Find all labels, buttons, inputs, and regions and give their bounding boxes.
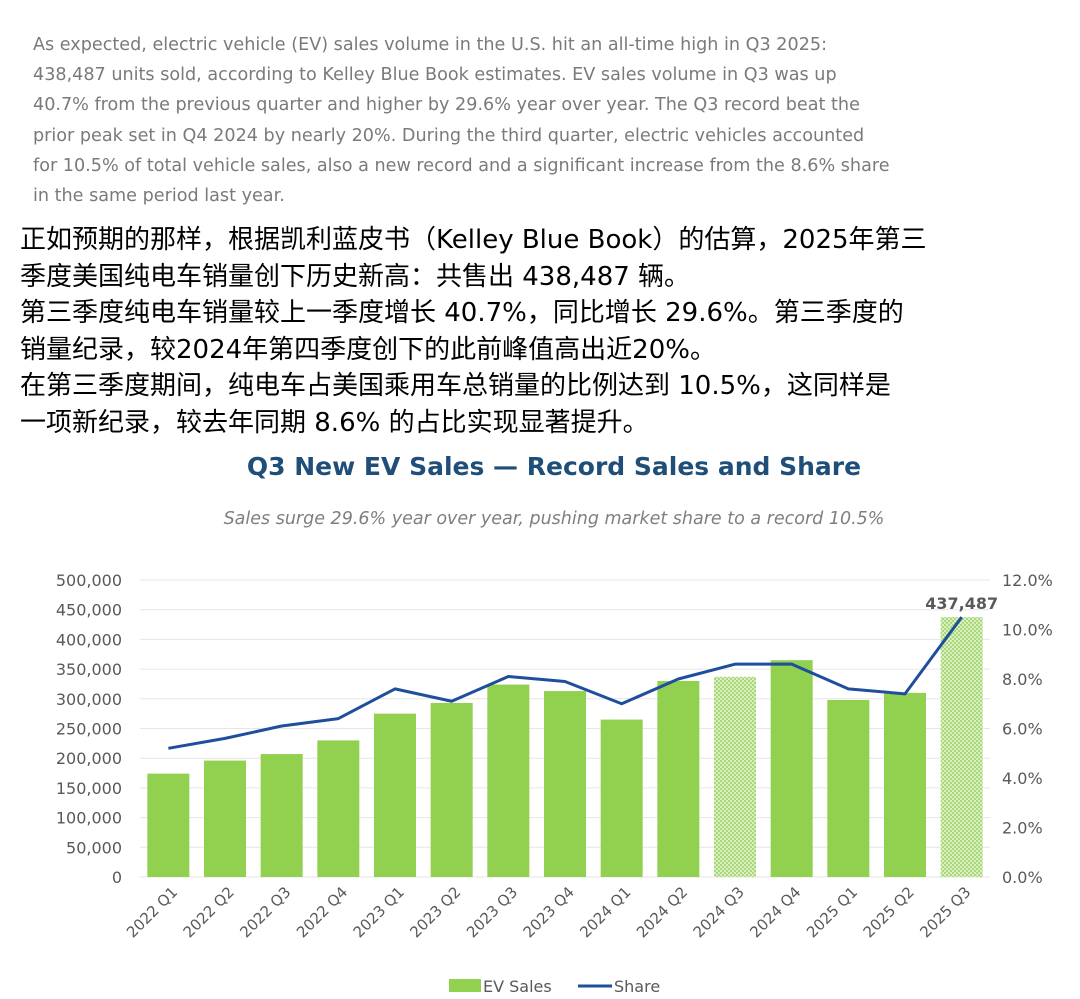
right-tick-label: 10.0% [1002,621,1053,640]
legend-label-ev-sales: EV Sales [483,977,552,996]
right-axis-ticks: 0.0% 2.0% 4.0% 6.0% 8.0% 10.0% 12.0% [1002,571,1053,887]
x-tick-label: 2022 Q3 [236,883,294,941]
legend-swatch-ev-sales [449,979,481,992]
right-tick-label: 4.0% [1002,769,1043,788]
left-axis-ticks: 0 50,000 100,000 150,000 200,000 250,000 300,0… [56,571,122,887]
zh-line: 在第三季度期间，纯电车占美国乘用车总销量的比例达到 10.5%，这同样是 [20,371,891,401]
bar-2025-q1 [827,699,870,877]
bars [147,617,983,877]
zh-line: 一项新纪录，较去年同期 8.6% 的占比实现显著提升。 [20,407,649,438]
left-tick-label: 150,000 [56,779,122,798]
bar-2023-q1 [374,713,416,877]
right-tick-label: 8.0% [1002,670,1043,689]
x-tick-label: 2023 Q2 [406,883,464,941]
left-tick-label: 500,000 [56,571,122,590]
x-tick-label: 2024 Q3 [690,883,748,941]
x-tick-label: 2023 Q4 [520,883,578,941]
zh-line: 第三季度纯电车销量较上一季度增长 40.7%，同比增长 29.6%。第三季度的 [20,298,904,328]
left-tick-label: 400,000 [56,630,122,649]
legend-label-share: Share [614,977,660,996]
bar-2025-q3 [940,617,983,877]
bar-2024-q4 [770,660,813,877]
x-tick-label: 2022 Q1 [123,883,181,941]
bar-2022-q3 [260,754,303,877]
share-line [168,616,963,750]
right-tick-label: 12.0% [1002,571,1053,590]
x-tick-label: 2022 Q4 [293,883,351,941]
left-tick-label: 250,000 [56,720,122,739]
en-line: 40.7% from the previous quarter and high… [33,95,860,116]
bar-2023-q3 [487,684,530,877]
x-tick-label: 2022 Q2 [180,883,238,941]
x-tick-label: 2025 Q3 [916,883,974,941]
x-tick-label: 2024 Q1 [576,883,634,941]
en-line: in the same period last year. [33,186,285,207]
en-line: 438,487 units sold, according to Kelley … [33,65,837,86]
en-line: for 10.5% of total vehicle sales, also a… [33,155,890,176]
chinese-translation: 正如预期的那样，根据凯利蓝皮书（Kelley Blue Book）的估算，202… [20,222,1070,441]
x-tick-label: 2025 Q1 [803,883,861,941]
left-tick-label: 200,000 [56,749,122,768]
bar-2022-q4 [317,740,360,877]
zh-line: 正如预期的那样，根据凯利蓝皮书（Kelley Blue Book）的估算，202… [20,225,927,255]
left-tick-label: 100,000 [56,809,122,828]
bar-2024-q2 [657,680,700,877]
bar-2023-q2 [430,702,473,877]
data-labels: 437,487 [925,594,998,613]
left-tick-label: 0 [112,868,122,887]
chart-title: Q3 New EV Sales — Record Sales and Share [246,452,862,481]
x-tick-label: 2024 Q4 [746,883,804,941]
zh-line: 销量纪录，较2024年第四季度创下的此前峰值高出近20%。 [20,334,716,365]
bar-2023-q4 [544,691,586,877]
chart-subtitle: Sales surge 29.6% year over year, pushin… [223,509,885,529]
bar-2025-q2 [884,692,926,877]
left-tick-label: 300,000 [56,690,122,709]
share-polyline [168,616,963,750]
en-line: As expected, electric vehicle (EV) sales… [33,35,828,55]
left-tick-label: 50,000 [66,838,122,857]
bar-2022-q1 [147,773,190,877]
right-tick-label: 2.0% [1002,819,1043,838]
bar-2024-q1 [600,719,643,877]
x-tick-label: 2023 Q3 [463,883,521,941]
data-label: 437,487 [925,594,998,613]
bar-2024-q3 [714,676,756,877]
left-tick-label: 350,000 [56,660,122,679]
zh-line: 季度美国纯电车销量创下历史新高：共售出 438,487 辆。 [20,261,691,292]
legend: EV Sales Share [449,977,660,996]
right-tick-label: 6.0% [1002,720,1043,739]
x-tick-label: 2024 Q2 [633,883,691,941]
right-tick-label: 0.0% [1002,868,1043,887]
left-tick-label: 450,000 [56,601,122,620]
en-line: prior peak set in Q4 2024 by nearly 20%.… [33,125,865,146]
x-tick-label: 2025 Q2 [860,883,918,941]
x-tick-label: 2023 Q1 [350,883,408,941]
english-paragraph: As expected, electric vehicle (EV) sales… [33,30,1043,211]
bar-2022-q2 [204,760,246,877]
